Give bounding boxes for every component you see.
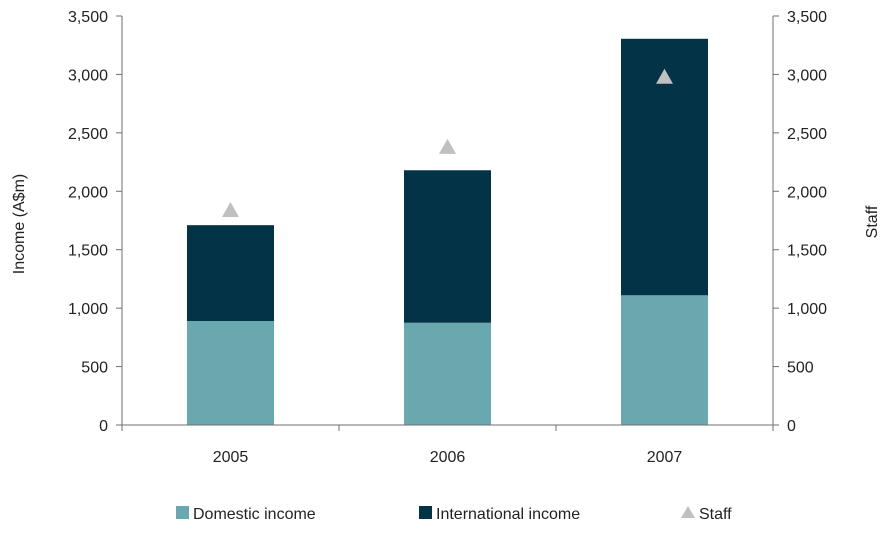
x-tick-label: 2005 (213, 449, 249, 466)
y-axis-title: Income (A$m) (11, 174, 28, 274)
bar-domestic-income-2007 (621, 295, 708, 425)
markers-layer (222, 68, 673, 217)
marker-staff-2007 (656, 68, 673, 84)
y2-tick-label: 500 (787, 360, 814, 377)
y-tick-label: 3,000 (68, 67, 108, 84)
bar-international-income-2006 (404, 170, 491, 323)
y2-tick-label: 3,500 (787, 9, 827, 26)
axes-layer: 0 500 1,000 1,500 2,000 2,500 3,000 3,500 0 500 1,… (68, 9, 827, 466)
y2-tick-label: 0 (787, 418, 796, 435)
legend-label: International income (436, 506, 580, 523)
bar-international-income-2005 (187, 225, 274, 321)
legend-item-international-income: International income (419, 506, 580, 523)
x-tick-label: 2006 (430, 449, 466, 466)
legend-item-staff: Staff (681, 506, 732, 523)
y2-tick-label: 1,500 (787, 243, 827, 260)
y2-tick-label: 1,000 (787, 301, 827, 318)
legend-label: Staff (699, 506, 732, 523)
legend-item-domestic-income: Domestic income (176, 506, 316, 523)
y-tick-label: 3,500 (68, 9, 108, 26)
x-tick-label: 2007 (647, 449, 683, 466)
legend-swatch-triangle (681, 506, 695, 518)
y-tick-label: 1,000 (68, 301, 108, 318)
y-tick-label: 0 (99, 418, 108, 435)
bar-domestic-income-2006 (404, 322, 491, 425)
y2-tick-label: 2,500 (787, 126, 827, 143)
marker-staff-2006 (439, 138, 456, 154)
bars-layer (187, 38, 708, 425)
y-tick-label: 2,500 (68, 126, 108, 143)
bar-domestic-income-2005 (187, 320, 274, 425)
legend-label: Domestic income (193, 506, 316, 523)
y2-axis-title: Staff (864, 205, 881, 238)
legend-swatch (176, 506, 189, 519)
legend: Domestic income International income Staff (176, 506, 732, 523)
y-tick-label: 2,000 (68, 184, 108, 201)
y-tick-label: 1,500 (68, 243, 108, 260)
marker-staff-2005 (222, 201, 239, 217)
y-tick-label: 500 (81, 360, 108, 377)
y2-tick-label: 3,000 (787, 67, 827, 84)
y2-tick-label: 2,000 (787, 184, 827, 201)
legend-swatch (419, 506, 432, 519)
